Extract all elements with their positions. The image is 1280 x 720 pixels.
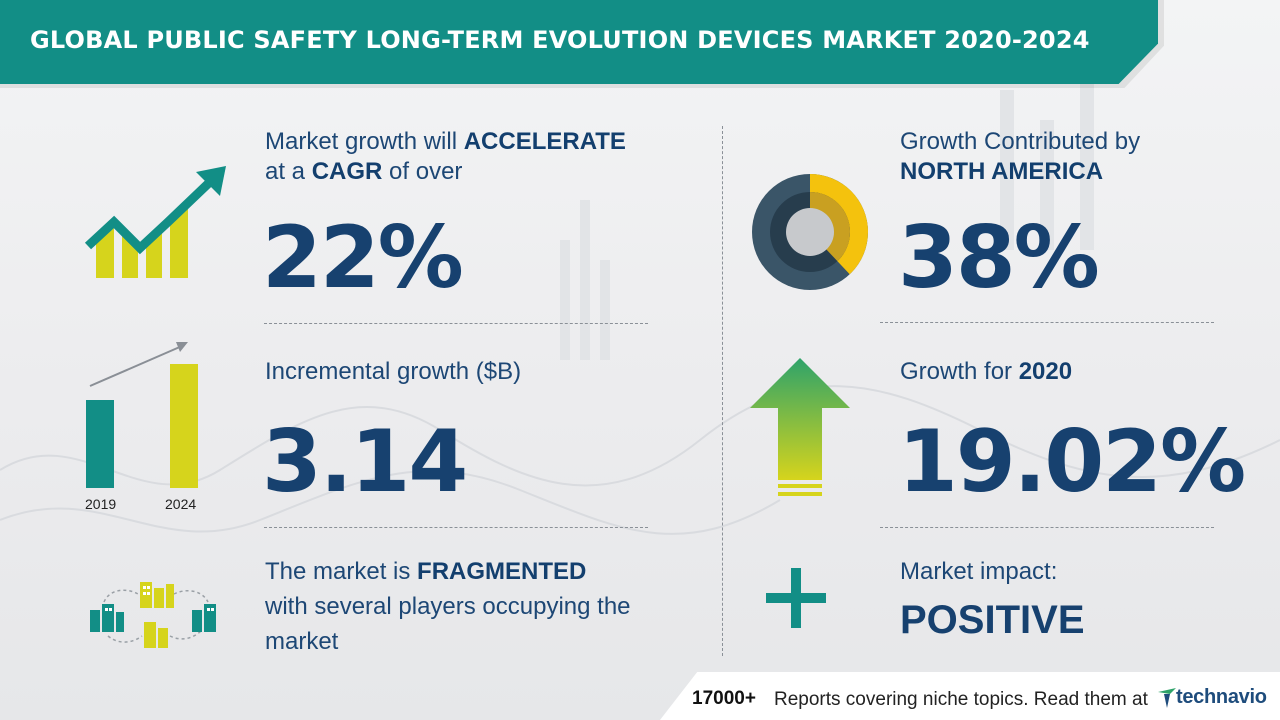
cagr-value: 22% (262, 208, 464, 308)
region-label-line2: NORTH AMERICA (900, 158, 1103, 186)
row-divider-left-1 (264, 323, 648, 324)
cagr-of-over-text: of over (389, 158, 463, 185)
structure-label-text: The market is (265, 558, 411, 585)
impact-label: Market impact: (900, 558, 1058, 585)
technavio-logo-text: technavio (1176, 686, 1267, 708)
bar-comparison-icon (86, 342, 198, 488)
cagr-at-a-text: at a (265, 158, 306, 185)
yoy-value: 19.02% (898, 412, 1246, 512)
footer-report-count: 17000+ (692, 688, 756, 709)
plus-icon (766, 568, 826, 628)
up-arrow-icon (750, 358, 850, 496)
footer-bar (660, 672, 1280, 720)
header-banner (0, 0, 1158, 84)
column-divider (722, 126, 723, 656)
technavio-logo-mark-icon (1158, 688, 1176, 708)
row-divider-right-2 (880, 527, 1214, 528)
impact-value: POSITIVE (900, 598, 1085, 642)
structure-label-line1: The market is FRAGMENTED (265, 558, 586, 586)
growth-chart-arrow-icon (84, 166, 226, 278)
year-start-label: 2019 (85, 496, 117, 512)
cagr-label-text: Market growth will (265, 128, 458, 155)
year-end-label: 2024 (165, 496, 197, 512)
incremental-value: 3.14 (262, 412, 468, 512)
technavio-logo[interactable]: technavio (1158, 684, 1274, 712)
cagr-keyword: CAGR (311, 158, 383, 185)
donut-chart-icon (752, 174, 868, 290)
row-divider-right-1 (880, 322, 1214, 323)
structure-label-line2: with several players occupying the (265, 593, 631, 620)
cagr-label-line1: Market growth will ACCELERATE (265, 128, 626, 156)
region-name: NORTH AMERICA (900, 158, 1104, 185)
buildings-network-icon (90, 582, 216, 648)
cagr-accelerate-keyword: ACCELERATE (463, 128, 626, 155)
row-divider-left-2 (264, 527, 648, 528)
region-value: 38% (898, 208, 1100, 308)
yoy-label: Growth for 2020 (900, 358, 1072, 386)
region-label-line1: Growth Contributed by (900, 128, 1141, 155)
page-title: GLOBAL PUBLIC SAFETY LONG-TERM EVOLUTION… (30, 26, 1090, 54)
footer-text: Reports covering niche topics. Read them… (774, 689, 1148, 710)
structure-label-line3: market (265, 628, 339, 655)
cagr-label-line2: at a CAGR of over (265, 158, 462, 186)
incremental-label: Incremental growth ($B) (265, 358, 522, 385)
yoy-year: 2020 (1018, 358, 1073, 385)
fragmented-keyword: FRAGMENTED (417, 558, 587, 585)
yoy-label-text: Growth for (900, 358, 1013, 385)
